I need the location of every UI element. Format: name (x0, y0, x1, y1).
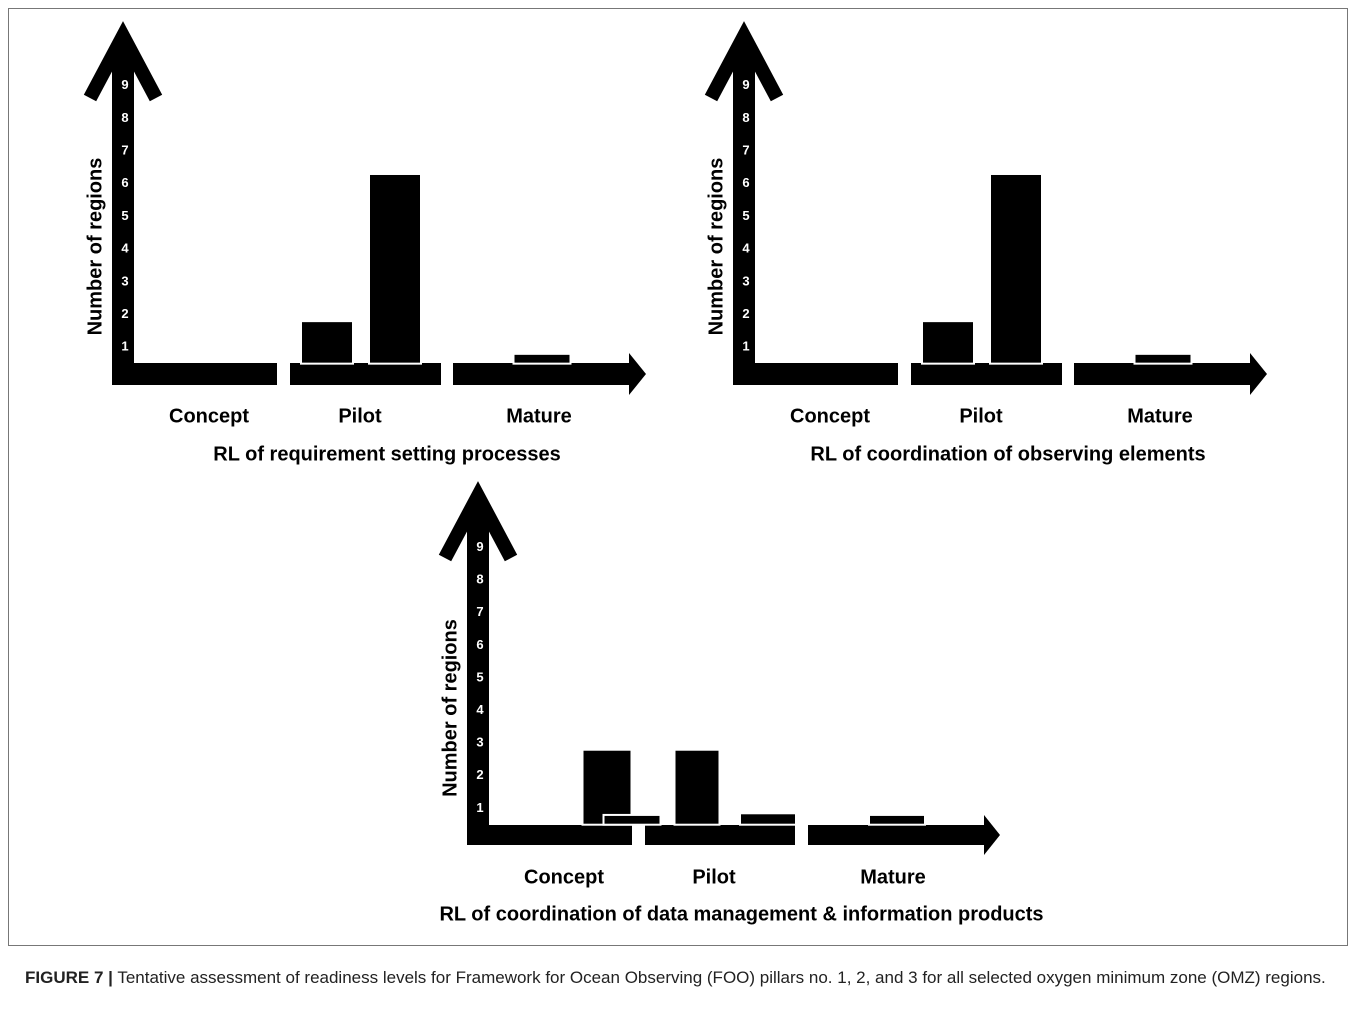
y-tick-label: 9 (121, 77, 128, 92)
x-tick-label: Mature (1127, 405, 1193, 427)
bar (581, 748, 633, 826)
x-tick-label: Concept (169, 405, 249, 427)
x-axis-segment (467, 825, 632, 845)
y-tick-label: 6 (742, 175, 749, 190)
y-tick-label: 7 (742, 143, 749, 158)
y-tick-label: 2 (121, 306, 128, 321)
x-tick-label: Pilot (338, 405, 382, 427)
y-tick-label: 5 (121, 208, 128, 223)
x-axis-label: RL of coordination of data management & … (439, 903, 1043, 925)
y-axis-arrow (704, 21, 784, 102)
y-axis (733, 50, 755, 385)
bar (602, 813, 662, 826)
x-axis-segment (112, 363, 277, 385)
x-tick-label: Concept (790, 405, 870, 427)
x-axis-segment (290, 363, 441, 385)
x-tick-label: Concept (524, 866, 604, 888)
bar (300, 320, 354, 365)
y-axis-label: Number of regions (84, 158, 106, 336)
bar (368, 172, 422, 365)
y-tick-label: 8 (121, 110, 128, 125)
y-axis-arrow (83, 21, 163, 102)
x-axis-arrow (984, 815, 1000, 855)
x-axis-segment (733, 363, 898, 385)
y-tick-label: 1 (742, 339, 749, 354)
y-tick-label: 4 (476, 702, 484, 717)
x-tick-label: Mature (506, 405, 572, 427)
x-tick-label: Pilot (692, 866, 736, 888)
bar (868, 813, 926, 826)
x-tick-label: Mature (860, 866, 926, 888)
y-tick-label: 2 (476, 767, 483, 782)
y-axis-arrow (438, 481, 518, 562)
y-tick-label: 6 (121, 175, 128, 190)
bar (1133, 352, 1193, 365)
y-tick-label: 7 (476, 604, 483, 619)
y-axis (112, 50, 134, 385)
x-axis-segment (911, 363, 1062, 385)
caption-text: Tentative assessment of readiness levels… (117, 968, 1326, 987)
x-axis-segment (808, 825, 985, 845)
y-tick-label: 1 (121, 339, 128, 354)
y-tick-label: 3 (121, 273, 128, 288)
y-tick-label: 1 (476, 800, 483, 815)
x-axis-label: RL of requirement setting processes (213, 443, 561, 465)
y-axis-label: Number of regions (705, 158, 727, 336)
x-axis-segment (453, 363, 630, 385)
y-axis-label: Number of regions (439, 619, 461, 797)
y-tick-label: 5 (742, 208, 749, 223)
y-tick-label: 8 (742, 110, 749, 125)
bar (989, 172, 1043, 365)
x-axis-arrow (629, 353, 646, 395)
y-tick-label: 6 (476, 637, 483, 652)
caption: FIGURE 7 | Tentative assessment of readi… (25, 966, 1335, 990)
x-axis-label: RL of coordination of observing elements (810, 443, 1205, 465)
x-axis-arrow (1250, 353, 1267, 395)
x-axis-segment (1074, 363, 1251, 385)
y-tick-label: 5 (476, 669, 483, 684)
y-tick-label: 9 (476, 539, 483, 554)
y-tick-label: 3 (476, 735, 483, 750)
y-tick-label: 3 (742, 273, 749, 288)
bar (921, 320, 975, 365)
y-tick-label: 8 (476, 572, 483, 587)
figure: 1 2 3 4 5 6 7 8 9 Number of regions Concept Pilot Ma… (83, 21, 1267, 925)
figure-frame (8, 8, 1348, 946)
y-axis (467, 510, 489, 845)
y-tick-label: 4 (121, 241, 129, 256)
y-tick-label: 7 (121, 143, 128, 158)
caption-label: FIGURE 7 | (25, 968, 113, 987)
y-tick-label: 9 (742, 77, 749, 92)
y-tick-label: 2 (742, 306, 749, 321)
y-tick-label: 4 (742, 241, 750, 256)
bar (739, 812, 797, 826)
bar (673, 748, 721, 826)
bar (512, 352, 572, 365)
x-tick-label: Pilot (959, 405, 1003, 427)
x-axis-segment (645, 825, 795, 845)
